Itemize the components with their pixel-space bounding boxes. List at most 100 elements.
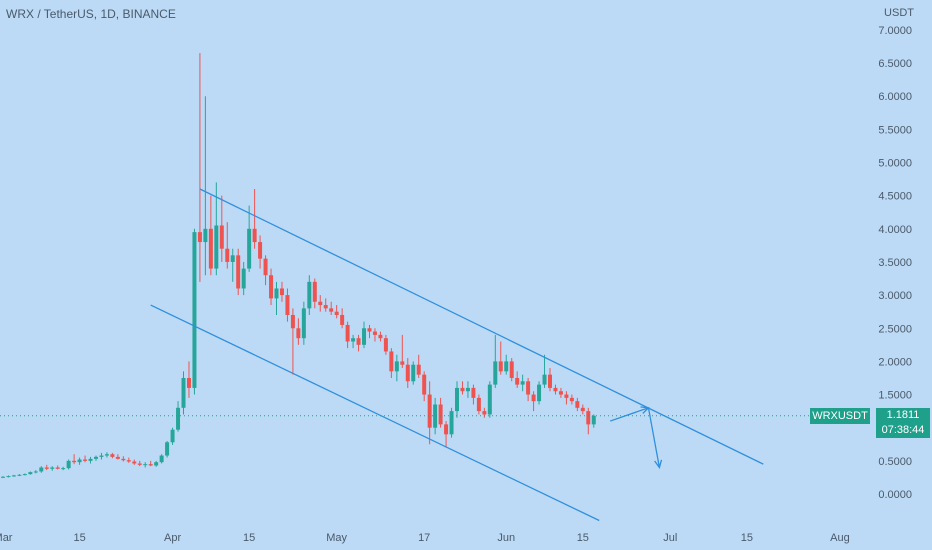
candle-up [181, 377, 186, 408]
candle-down [258, 242, 263, 259]
candle-down [526, 381, 531, 395]
candle-up [39, 467, 44, 472]
candle-down [44, 467, 49, 469]
candle-up [274, 288, 279, 299]
candle-down [427, 394, 432, 428]
candle-up [241, 268, 246, 289]
candle-down [378, 334, 383, 339]
candle-up [411, 364, 416, 382]
candle-down [575, 401, 580, 408]
candle-down [405, 364, 410, 382]
candle-down [290, 314, 295, 329]
candle-up [591, 415, 596, 425]
candle-up [465, 387, 470, 392]
candle-down [323, 305, 328, 309]
x-tick-label: 15 [577, 532, 589, 544]
candle-down [137, 463, 142, 465]
candle-down [252, 228, 257, 243]
candle-down [515, 377, 520, 385]
candle-down [329, 308, 334, 312]
candle-down [269, 275, 274, 299]
candle-down [318, 301, 323, 306]
candle-up [165, 442, 170, 456]
candle-up [66, 460, 71, 469]
candle-down [531, 394, 536, 402]
candle-down [279, 288, 284, 296]
candle-down [225, 248, 230, 262]
candle-down [263, 258, 268, 276]
candle-down [444, 424, 449, 435]
candle-down [438, 404, 443, 425]
arrow-down [647, 407, 661, 468]
candle-down [132, 461, 137, 464]
candle-up [493, 361, 498, 385]
y-tick-label: 0.5000 [878, 456, 912, 468]
candle-down [83, 459, 88, 461]
x-tick-label: Apr [164, 532, 181, 544]
y-tick-label: 4.5000 [878, 191, 912, 203]
x-tick-label: 15 [741, 532, 753, 544]
x-tick-label: Jul [663, 532, 677, 544]
candle-down [498, 361, 503, 372]
y-tick-label: 3.5000 [878, 257, 912, 269]
x-tick-label: Mar [0, 532, 13, 544]
candle-up [247, 228, 252, 269]
x-tick-label: May [326, 532, 347, 544]
candle-up [542, 374, 547, 385]
candle-down [148, 464, 153, 466]
candle-up [33, 471, 38, 473]
candle-up [537, 384, 542, 402]
y-tick-label: 6.5000 [878, 58, 912, 70]
candle-up [203, 228, 208, 243]
candle-up [449, 411, 454, 435]
y-tick-label: 5.5000 [878, 124, 912, 136]
symbol-badge: WRXUSDT [810, 408, 870, 424]
candle-down [383, 338, 388, 352]
last-price: 1.1811 [886, 409, 920, 421]
candle-up [28, 472, 33, 475]
y-tick-label: 0.0000 [878, 489, 912, 501]
y-tick-label: 1.5000 [878, 390, 912, 402]
x-tick-label: Aug [830, 532, 850, 544]
candle-up [143, 464, 148, 466]
candle-up [93, 456, 98, 459]
channel-line-upper [199, 188, 764, 465]
candle-down [55, 467, 60, 469]
candle-up [154, 462, 159, 466]
y-tick-label: 2.0000 [878, 356, 912, 368]
symbol-title[interactable]: WRX / TetherUS, 1D, BINANCE [6, 7, 176, 21]
y-tick-label: 5.0000 [878, 158, 912, 170]
candle-down [356, 338, 361, 345]
candle-down [110, 454, 115, 457]
candle-down [345, 324, 350, 342]
candle-down [389, 351, 394, 372]
candle-down [372, 331, 377, 335]
price-axis: 0.00000.50001.00001.50002.00002.50003.00… [878, 25, 912, 501]
arrow-head-down [654, 459, 663, 469]
candle-down [548, 374, 552, 388]
candle-down [553, 387, 558, 392]
arrow-up [609, 407, 649, 422]
trend-channel [150, 188, 764, 522]
candle-down [482, 411, 487, 415]
candle-up [351, 338, 356, 342]
candle-down [558, 391, 563, 395]
y-tick-label: 2.5000 [878, 323, 912, 335]
candle-down [476, 397, 481, 412]
candle-down [285, 295, 290, 315]
candle-up [433, 404, 438, 428]
candle-up [11, 475, 16, 477]
candle-up [176, 407, 181, 430]
y-tick-label: 4.0000 [878, 224, 912, 236]
candle-up [520, 381, 525, 385]
candle-down [422, 374, 427, 395]
candle-down [569, 397, 574, 402]
candle-down [367, 328, 372, 332]
candle-up [88, 458, 93, 461]
candle-up [362, 328, 367, 345]
candle-up [77, 459, 82, 463]
x-tick-label: 15 [243, 532, 255, 544]
candle-down [121, 458, 126, 461]
candles [1, 53, 596, 479]
